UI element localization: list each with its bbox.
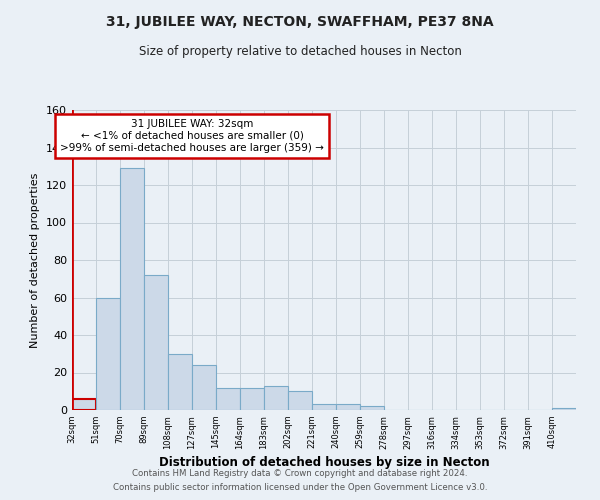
Text: 31, JUBILEE WAY, NECTON, SWAFFHAM, PE37 8NA: 31, JUBILEE WAY, NECTON, SWAFFHAM, PE37 … — [106, 15, 494, 29]
Bar — [288, 391, 312, 410]
Bar — [72, 399, 96, 410]
Bar — [192, 365, 216, 410]
Bar — [312, 404, 336, 410]
X-axis label: Distribution of detached houses by size in Necton: Distribution of detached houses by size … — [158, 456, 490, 468]
Bar — [360, 406, 384, 410]
Text: Size of property relative to detached houses in Necton: Size of property relative to detached ho… — [139, 45, 461, 58]
Bar — [240, 388, 264, 410]
Bar — [96, 298, 120, 410]
Text: Contains public sector information licensed under the Open Government Licence v3: Contains public sector information licen… — [113, 484, 487, 492]
Y-axis label: Number of detached properties: Number of detached properties — [31, 172, 40, 348]
Bar — [144, 275, 168, 410]
Bar — [552, 408, 576, 410]
Bar — [168, 354, 192, 410]
Bar — [120, 168, 144, 410]
Text: Contains HM Land Registry data © Crown copyright and database right 2024.: Contains HM Land Registry data © Crown c… — [132, 468, 468, 477]
Text: 31 JUBILEE WAY: 32sqm
← <1% of detached houses are smaller (0)
>99% of semi-deta: 31 JUBILEE WAY: 32sqm ← <1% of detached … — [60, 120, 324, 152]
Bar — [216, 388, 240, 410]
Bar — [336, 404, 360, 410]
Bar — [264, 386, 288, 410]
